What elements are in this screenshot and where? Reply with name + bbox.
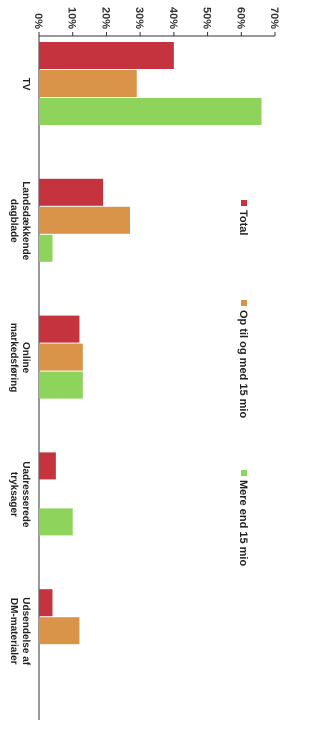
category-label: Onlinemarkedsføring <box>8 323 31 392</box>
value-tick-label: 50% <box>201 7 213 29</box>
bar-total <box>39 589 53 617</box>
bar-total <box>38 315 80 343</box>
bar-op-til-og-med-15-mio <box>38 617 80 645</box>
category-label: Landsdækkendedagblade <box>8 181 31 260</box>
bar-mere-end-15-mio <box>39 234 53 262</box>
bar-op-til-og-med-15-mio <box>38 206 131 234</box>
legend-label: Total <box>237 210 249 235</box>
bar-op-til-og-med-15-mio <box>38 70 137 97</box>
value-tick-label: 30% <box>133 7 145 29</box>
bar-total <box>39 452 56 480</box>
legend-swatch <box>241 200 247 206</box>
legend-label: Op til og med 15 mio <box>237 310 249 418</box>
bar-mere-end-15-mio <box>38 371 83 399</box>
bar-total <box>39 178 104 206</box>
category-label: Uadresseredetryksager <box>8 461 31 528</box>
bar-total <box>39 42 174 69</box>
legend-swatch <box>241 300 247 306</box>
value-tick-label: 10% <box>66 7 78 29</box>
bar-mere-end-15-mio <box>39 508 73 536</box>
category-label: Udsendelse afDM-materialer <box>8 597 31 665</box>
value-tick-label: 0% <box>32 13 44 29</box>
legend-swatch <box>241 470 247 476</box>
legend-label: Mere end 15 mio <box>237 480 249 566</box>
bar-mere-end-15-mio <box>39 98 262 125</box>
value-tick-label: 70% <box>268 7 280 29</box>
bar-op-til-og-med-15-mio <box>38 343 83 371</box>
value-tick-label: 20% <box>99 7 111 29</box>
value-tick-label: 40% <box>167 7 179 29</box>
category-label: TV <box>20 78 31 91</box>
value-tick-label: 60% <box>234 7 246 29</box>
